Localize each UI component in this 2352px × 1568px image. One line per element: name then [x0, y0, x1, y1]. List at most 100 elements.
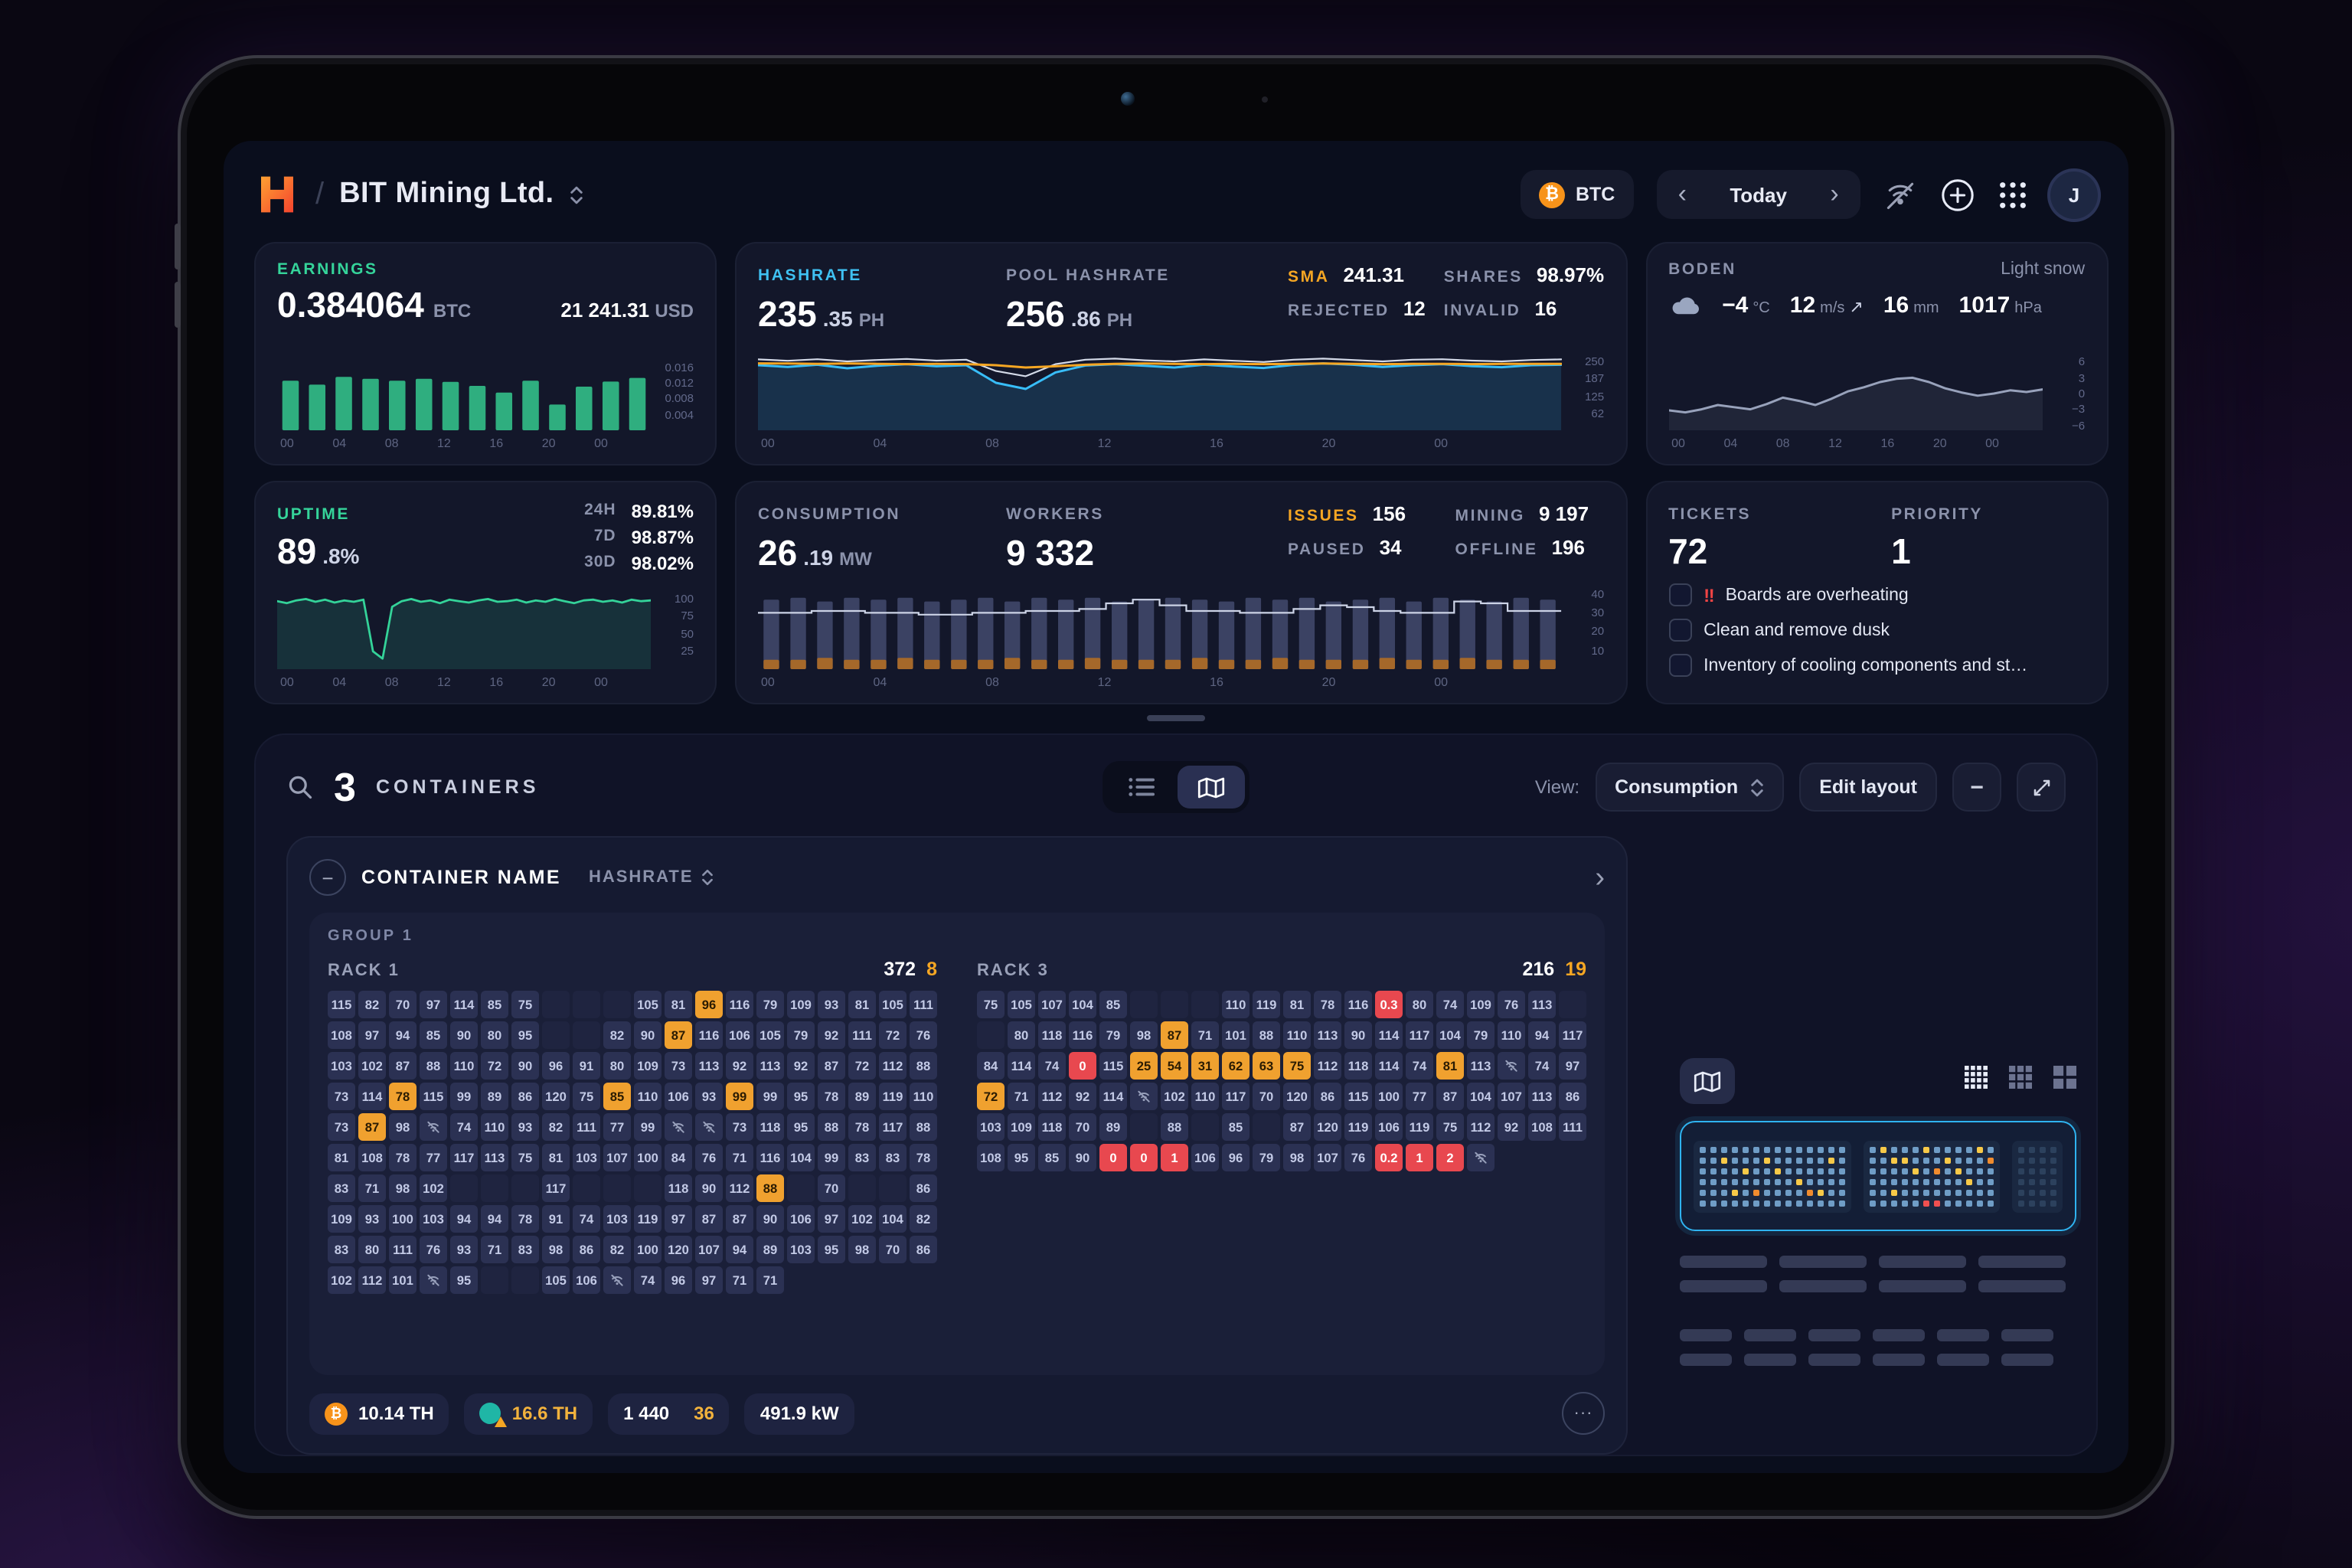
collapse-all-button[interactable]: − — [1952, 763, 2001, 812]
miner-cell[interactable]: 103 — [573, 1144, 600, 1171]
miner-cell[interactable]: 95 — [1008, 1144, 1035, 1171]
miner-cell[interactable]: 100 — [389, 1205, 416, 1233]
ticket-item[interactable]: Inventory of cooling components and st… — [1668, 654, 2085, 678]
ticket-checkbox[interactable] — [1668, 654, 1692, 678]
miner-cell[interactable]: 106 — [665, 1083, 692, 1110]
miner-cell[interactable]: 97 — [818, 1205, 845, 1233]
miner-cell[interactable]: 110 — [1498, 1021, 1525, 1049]
miner-cell[interactable]: 107 — [1038, 991, 1066, 1018]
miner-cell[interactable]: 85 — [1099, 991, 1127, 1018]
miner-cell[interactable]: 95 — [787, 1083, 815, 1110]
dense-grid-view-icon[interactable] — [1965, 1066, 1988, 1096]
miner-cell[interactable] — [1130, 1083, 1158, 1110]
miner-cell[interactable]: 97 — [665, 1205, 692, 1233]
miner-cell[interactable] — [665, 1113, 692, 1141]
miner-cell[interactable]: 98 — [848, 1236, 876, 1263]
miner-cell[interactable]: 78 — [389, 1083, 416, 1110]
miner-cell[interactable]: 100 — [634, 1236, 662, 1263]
medium-grid-view-icon[interactable] — [2009, 1066, 2032, 1096]
miner-cell[interactable] — [695, 1113, 723, 1141]
miner-cell[interactable]: 92 — [1069, 1083, 1096, 1110]
miner-cell[interactable]: 97 — [358, 1021, 386, 1049]
miner-cell[interactable]: 100 — [634, 1144, 662, 1171]
miner-cell[interactable]: 70 — [1069, 1113, 1096, 1141]
miner-cell[interactable]: 99 — [726, 1083, 753, 1110]
miner-cell[interactable]: 104 — [879, 1205, 906, 1233]
miner-cell[interactable] — [1130, 1113, 1158, 1141]
miner-cell[interactable]: 116 — [726, 991, 753, 1018]
miner-cell[interactable]: 71 — [481, 1236, 508, 1263]
drag-handle[interactable] — [1147, 715, 1205, 721]
miner-cell[interactable]: 78 — [818, 1083, 845, 1110]
miner-cell[interactable]: 83 — [328, 1174, 355, 1202]
miner-cell[interactable]: 74 — [450, 1113, 478, 1141]
miner-cell[interactable] — [573, 1021, 600, 1049]
miner-cell[interactable]: 87 — [665, 1021, 692, 1049]
miner-cell[interactable]: 117 — [1406, 1021, 1433, 1049]
list-view-button[interactable] — [1107, 766, 1174, 808]
miner-cell[interactable]: 92 — [1498, 1113, 1525, 1141]
expand-button[interactable] — [2017, 763, 2066, 812]
miner-cell[interactable]: 87 — [695, 1205, 723, 1233]
broadcast-off-icon[interactable] — [1883, 178, 1917, 211]
miner-cell[interactable] — [1467, 1144, 1494, 1171]
miner-cell[interactable]: 87 — [818, 1052, 845, 1080]
miner-cell[interactable]: 112 — [1314, 1052, 1341, 1080]
miner-cell[interactable]: 81 — [848, 991, 876, 1018]
miner-cell[interactable]: 74 — [1406, 1052, 1433, 1080]
miner-cell[interactable]: 120 — [1314, 1113, 1341, 1141]
miner-cell[interactable]: 113 — [1467, 1052, 1494, 1080]
miner-cell[interactable]: 113 — [695, 1052, 723, 1080]
miner-cell[interactable]: 114 — [450, 991, 478, 1018]
miner-cell[interactable] — [420, 1113, 447, 1141]
miner-cell[interactable]: 96 — [542, 1052, 570, 1080]
miner-cell[interactable]: 99 — [756, 1083, 784, 1110]
miner-cell[interactable]: 92 — [818, 1021, 845, 1049]
miner-cell[interactable]: 106 — [1375, 1113, 1403, 1141]
miner-cell[interactable]: 106 — [787, 1205, 815, 1233]
miner-cell[interactable]: 62 — [1222, 1052, 1250, 1080]
miner-cell[interactable] — [450, 1174, 478, 1202]
miner-cell[interactable]: 119 — [879, 1083, 906, 1110]
miner-cell[interactable]: 88 — [910, 1113, 937, 1141]
miner-cell[interactable]: 107 — [1314, 1144, 1341, 1171]
miner-cell[interactable]: 73 — [328, 1083, 355, 1110]
miner-cell[interactable] — [511, 1174, 539, 1202]
miner-cell[interactable]: 110 — [481, 1113, 508, 1141]
miner-cell[interactable]: 79 — [1467, 1021, 1494, 1049]
miner-cell[interactable]: 81 — [542, 1144, 570, 1171]
miner-cell[interactable]: 117 — [1222, 1083, 1250, 1110]
miner-cell[interactable]: 107 — [695, 1236, 723, 1263]
miner-cell[interactable]: 72 — [848, 1052, 876, 1080]
miner-cell[interactable] — [1191, 1113, 1219, 1141]
miner-cell[interactable]: 117 — [450, 1144, 478, 1171]
ticket-checkbox[interactable] — [1668, 619, 1692, 642]
miner-cell[interactable]: 72 — [879, 1021, 906, 1049]
miner-cell[interactable]: 75 — [977, 991, 1004, 1018]
open-container-chevron[interactable]: › — [1595, 861, 1605, 893]
miner-cell[interactable]: 109 — [1008, 1113, 1035, 1141]
miner-cell[interactable]: 113 — [481, 1144, 508, 1171]
miner-cell[interactable]: 88 — [1161, 1113, 1188, 1141]
miner-cell[interactable]: 115 — [328, 991, 355, 1018]
miner-cell[interactable]: 110 — [450, 1052, 478, 1080]
miner-cell[interactable] — [542, 991, 570, 1018]
miner-cell[interactable]: 119 — [1344, 1113, 1372, 1141]
miner-cell[interactable]: 88 — [1253, 1021, 1280, 1049]
app-logo-icon[interactable] — [254, 172, 300, 217]
miner-cell[interactable]: 86 — [1314, 1083, 1341, 1110]
miner-cell[interactable] — [511, 1266, 539, 1294]
miner-cell[interactable]: 78 — [910, 1144, 937, 1171]
miner-cell[interactable]: 99 — [818, 1144, 845, 1171]
miner-cell[interactable]: 70 — [1253, 1083, 1280, 1110]
miner-cell[interactable]: 83 — [328, 1236, 355, 1263]
miner-cell[interactable]: 113 — [1314, 1021, 1341, 1049]
miner-cell[interactable]: 71 — [726, 1266, 753, 1294]
miner-cell[interactable]: 100 — [1375, 1083, 1403, 1110]
miner-cell[interactable]: 2 — [1436, 1144, 1464, 1171]
ticket-checkbox[interactable] — [1668, 583, 1692, 607]
miner-cell[interactable]: 102 — [848, 1205, 876, 1233]
miner-cell[interactable]: 95 — [450, 1266, 478, 1294]
miner-cell[interactable]: 112 — [1467, 1113, 1494, 1141]
miner-cell[interactable]: 118 — [665, 1174, 692, 1202]
